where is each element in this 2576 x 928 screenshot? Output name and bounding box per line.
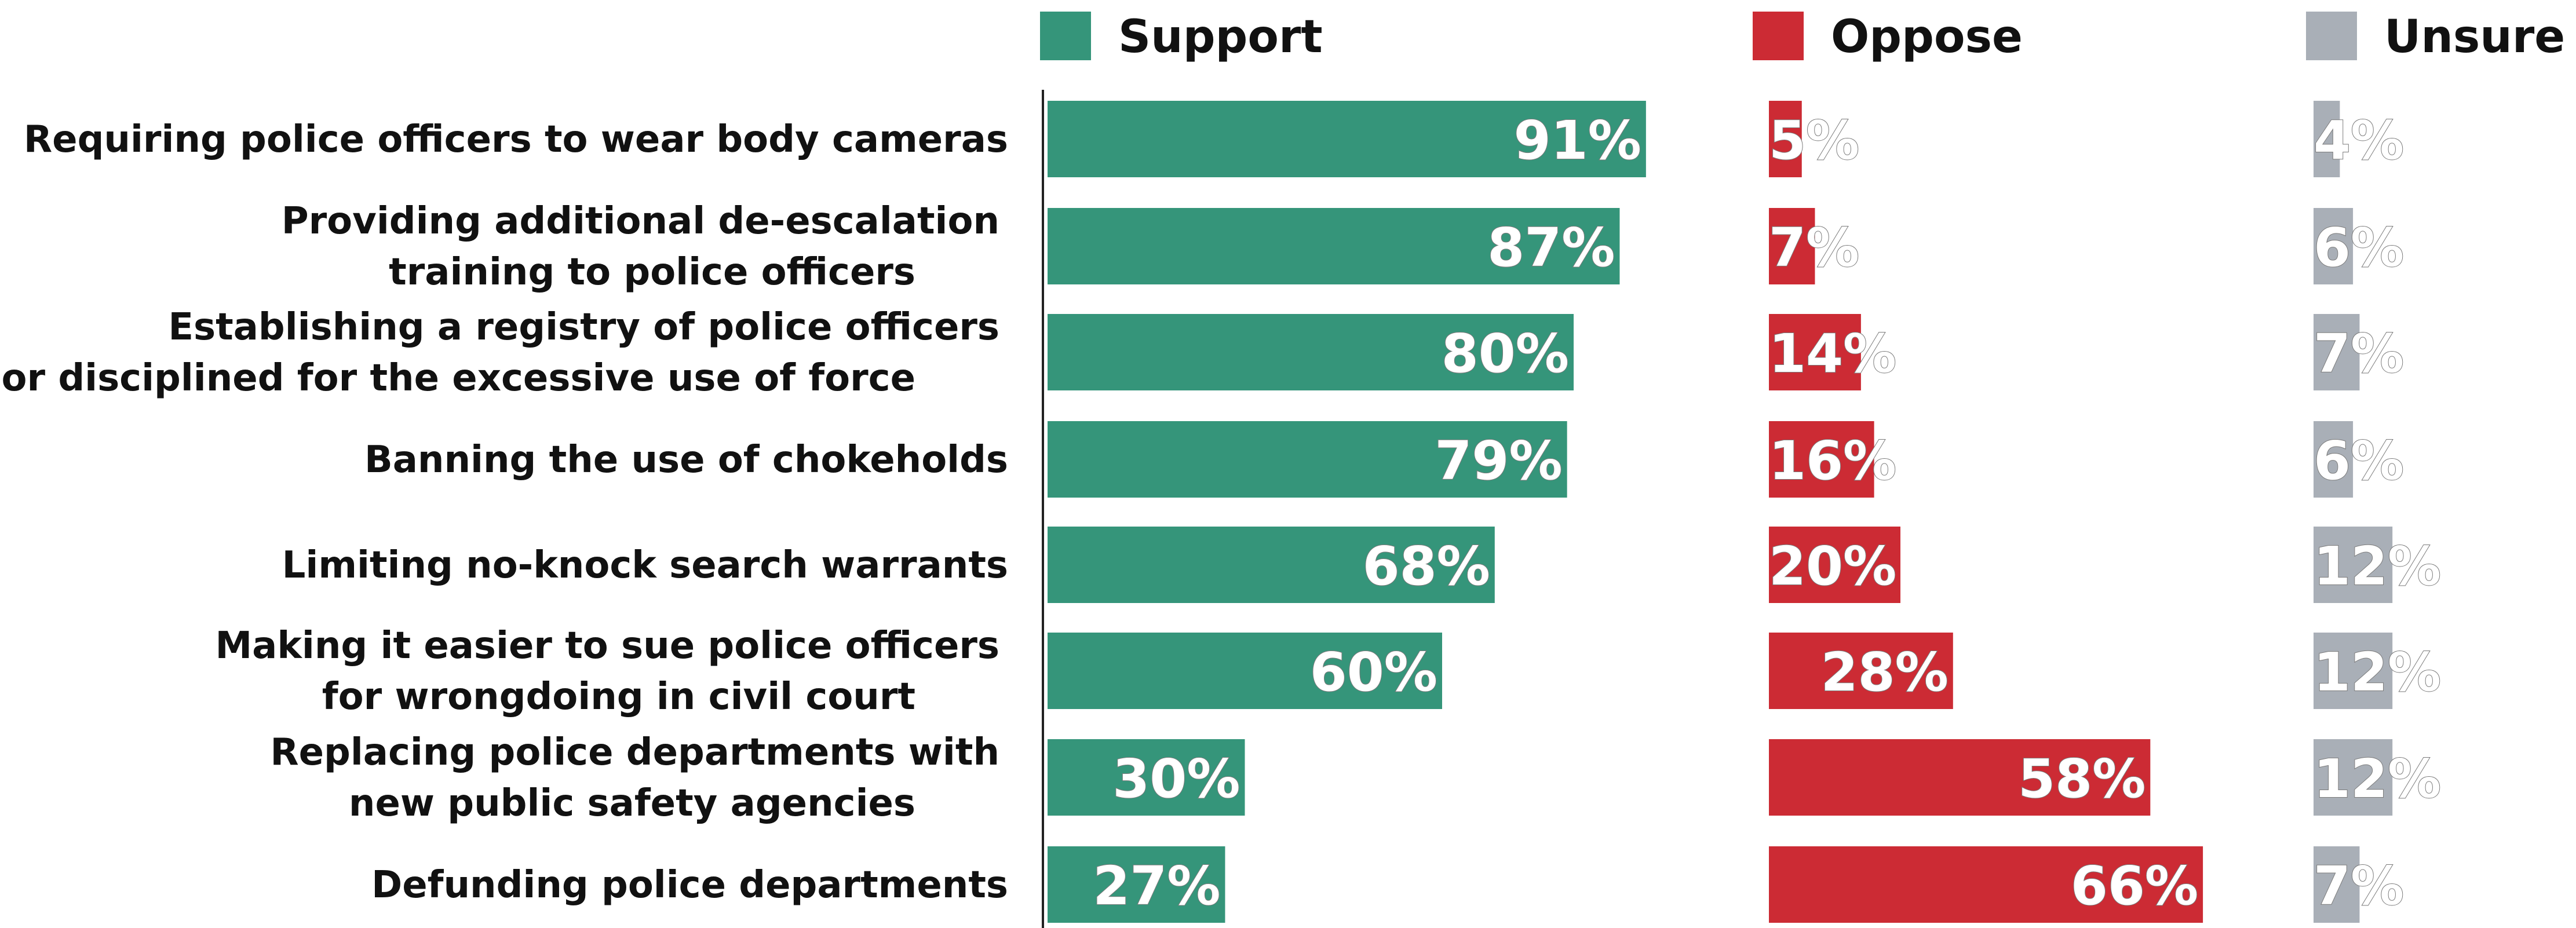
value-label-oppose-2: 14% [1769, 323, 1896, 385]
value-label-oppose-1: 7% [1769, 217, 1859, 279]
category-label-7: Defunding police departments [371, 864, 1008, 907]
bar-support-5 [1048, 633, 1442, 709]
legend-label-unsure: Unsure [2384, 11, 2565, 63]
bar-support-0 [1048, 101, 1646, 177]
bar-oppose-5 [1769, 633, 1953, 709]
bar-unsure-3 [2314, 421, 2354, 498]
value-label-unsure-6: 12% [2314, 748, 2441, 810]
bar-oppose-7 [1769, 846, 2203, 923]
panel-support: 91% 87% 80% 79% 68% 60% 30% 27% [1048, 101, 1646, 923]
value-label-oppose-5: 28% [1821, 641, 1949, 703]
bar-unsure-7 [2314, 846, 2360, 923]
category-label-0: Requiring police officers to wear body c… [24, 118, 1008, 161]
value-label-unsure-4: 12% [2314, 535, 2441, 597]
value-label-oppose-3: 16% [1769, 430, 1896, 492]
value-label-oppose-0: 5% [1769, 109, 1859, 171]
category-label-3: Banning the use of chokeholds [364, 439, 1008, 481]
value-label-oppose-7: 66% [2071, 855, 2198, 917]
bar-oppose-6 [1769, 739, 2151, 816]
bar-support-7 [1048, 846, 1225, 923]
category-labels: Requiring police officers to wear body c… [0, 118, 1008, 907]
category-label-2-line0: Establishing a registry of police office… [168, 306, 999, 349]
value-label-support-0: 91% [1514, 109, 1641, 171]
value-label-support-5: 60% [1310, 641, 1437, 703]
category-label-6-line1: new public safety agencies [349, 782, 915, 825]
bar-oppose-2 [1769, 314, 1861, 390]
value-label-unsure-2: 7% [2314, 323, 2404, 385]
panel-unsure: 4% 6% 7% 6% 12% 12% 12% 7% [2313, 101, 2442, 923]
legend-swatch-oppose [1753, 12, 1804, 60]
bar-oppose-4 [1769, 527, 1900, 603]
bar-oppose-0 [1769, 101, 1802, 177]
bar-panels: 91% 87% 80% 79% 68% 60% 30% 27% 5% 7% 14% 16% 20% 28%… [1048, 101, 2442, 923]
category-label-1-line1: training to police officers [389, 251, 915, 294]
bar-support-4 [1048, 527, 1495, 603]
value-label-support-7: 27% [1093, 855, 1220, 917]
legend: Support Oppose Unsure [1040, 11, 2565, 63]
category-label-5-line1: for wrongdoing in civil court [322, 675, 915, 718]
bar-support-2 [1048, 314, 1574, 390]
legend-swatch-unsure [2306, 12, 2357, 60]
category-label-4: Limiting no-knock search warrants [282, 544, 1008, 587]
category-label-6-line0: Replacing police departments with [270, 731, 999, 774]
legend-swatch-support [1040, 12, 1091, 60]
category-label-5-line0: Making it easier to sue police officers [215, 624, 999, 667]
value-label-unsure-3: 6% [2314, 430, 2404, 492]
value-label-support-2: 80% [1442, 323, 1569, 385]
value-label-oppose-6: 58% [2018, 748, 2146, 810]
bar-unsure-1 [2314, 208, 2354, 284]
value-label-unsure-0: 4% [2314, 109, 2404, 171]
value-label-support-6: 30% [1112, 748, 1240, 810]
legend-label-support: Support [1118, 11, 1323, 63]
legend-label-oppose: Oppose [1831, 11, 2023, 63]
value-label-oppose-4: 20% [1769, 535, 1896, 597]
bar-unsure-5 [2314, 633, 2393, 709]
value-label-support-1: 87% [1487, 217, 1615, 279]
bar-support-3 [1048, 421, 1567, 498]
bar-oppose-3 [1769, 421, 1874, 498]
bar-support-1 [1048, 208, 1620, 284]
bar-unsure-6 [2314, 739, 2393, 816]
value-label-unsure-7: 7% [2314, 855, 2404, 917]
bar-unsure-0 [2314, 101, 2340, 177]
category-label-2-line1: fired or disciplined for the excessive u… [0, 357, 915, 400]
bar-support-6 [1048, 739, 1245, 816]
bar-oppose-1 [1769, 208, 1815, 284]
value-label-unsure-1: 6% [2314, 217, 2404, 279]
category-label-1-line0: Providing additional de-escalation [282, 200, 999, 243]
value-label-support-3: 79% [1435, 430, 1562, 492]
value-label-support-4: 68% [1363, 535, 1490, 597]
panel-oppose: 5% 7% 14% 16% 20% 28% 58% 66% [1768, 101, 2203, 923]
bar-unsure-4 [2314, 527, 2393, 603]
bar-unsure-2 [2314, 314, 2360, 390]
value-label-unsure-5: 12% [2314, 641, 2441, 703]
